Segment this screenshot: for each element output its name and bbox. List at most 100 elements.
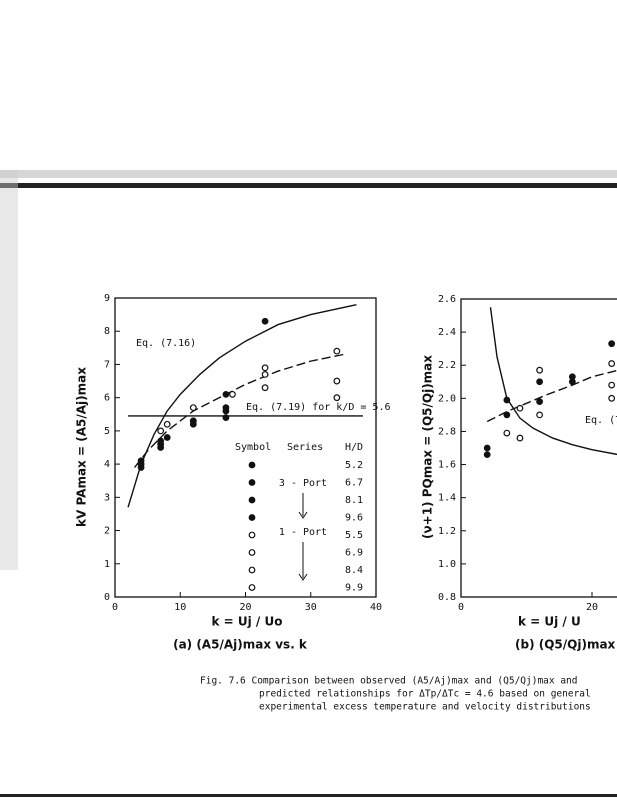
legend-group: 1 - Port bbox=[279, 527, 327, 538]
legend-label: 9.6 bbox=[345, 513, 363, 524]
data-point bbox=[608, 381, 616, 389]
y-tick-label: 9 bbox=[104, 293, 110, 304]
y-axis-label: (ν+1) PQmax = (Q5/Qj)max bbox=[421, 355, 435, 539]
data-point bbox=[536, 411, 543, 419]
chart-title: (a) (A5/Aj)max vs. k bbox=[173, 638, 308, 652]
annotation: Eq. (7.16) bbox=[136, 338, 196, 349]
data-point bbox=[536, 378, 543, 386]
legend-symbol bbox=[248, 566, 256, 574]
legend-arrow bbox=[298, 511, 308, 519]
legend-label: 8.4 bbox=[345, 565, 363, 576]
legend-label: 5.2 bbox=[345, 460, 363, 471]
data-point bbox=[261, 371, 269, 378]
y-tick-label: 2.2 bbox=[438, 360, 456, 371]
legend-symbol bbox=[248, 514, 256, 521]
data-point bbox=[189, 417, 197, 425]
legend-label: 9.9 bbox=[345, 583, 363, 594]
data-point bbox=[503, 396, 511, 404]
data-point bbox=[333, 347, 341, 355]
legend-label: 6.7 bbox=[345, 478, 363, 489]
x-tick-label: 30 bbox=[305, 602, 317, 613]
caption-line: experimental excess temperature and velo… bbox=[259, 702, 591, 713]
data-point bbox=[483, 444, 491, 452]
data-point bbox=[222, 407, 230, 415]
scan-rule bbox=[0, 794, 617, 797]
data-point bbox=[608, 340, 616, 348]
legend-symbol bbox=[248, 584, 256, 591]
legend-symbol bbox=[248, 531, 256, 539]
data-point bbox=[516, 404, 524, 412]
scan-band bbox=[0, 170, 617, 178]
x-tick-label: 20 bbox=[239, 602, 251, 613]
x-axis-label: k = Uj / U bbox=[518, 615, 581, 629]
legend-header: Symbol bbox=[235, 442, 271, 453]
x-tick-label: 20 bbox=[586, 602, 598, 613]
data-point bbox=[137, 460, 145, 468]
data-point bbox=[157, 427, 165, 435]
curve bbox=[134, 353, 344, 468]
legend-symbol bbox=[248, 549, 256, 556]
caption-line: Fig. 7.6 Comparison between observed (A5… bbox=[200, 676, 578, 687]
data-point bbox=[536, 398, 543, 406]
data-point bbox=[222, 390, 230, 398]
legend-arrow bbox=[298, 573, 308, 581]
legend-label: 6.9 bbox=[345, 548, 363, 559]
y-tick-label: 1.4 bbox=[438, 493, 456, 504]
data-point bbox=[483, 451, 491, 459]
y-tick-label: 2.8 bbox=[438, 426, 456, 437]
curve bbox=[127, 303, 357, 508]
data-point bbox=[261, 317, 269, 325]
curve bbox=[489, 307, 617, 456]
data-point bbox=[261, 364, 269, 372]
legend-header: Series bbox=[287, 442, 323, 453]
y-tick-label: 0.8 bbox=[438, 592, 456, 603]
data-point bbox=[163, 434, 171, 441]
y-tick-label: 4 bbox=[104, 459, 110, 470]
y-tick-label: 2.4 bbox=[438, 327, 456, 338]
y-tick-label: 5 bbox=[104, 426, 110, 437]
y-tick-label: 8 bbox=[104, 326, 110, 337]
y-tick-label: 1.0 bbox=[438, 559, 456, 570]
y-tick-label: 6 bbox=[104, 393, 110, 404]
legend-symbol bbox=[248, 479, 256, 486]
y-tick-label: 1.2 bbox=[438, 526, 456, 537]
data-point bbox=[516, 434, 524, 442]
y-tick-label: 2.6 bbox=[438, 294, 456, 305]
data-point bbox=[503, 411, 511, 419]
y-tick-label: 3 bbox=[104, 492, 110, 503]
annotation: Eq. (7.19) for k/D = 5.6 bbox=[246, 402, 391, 413]
y-tick-label: 1.6 bbox=[438, 460, 456, 471]
data-point bbox=[568, 378, 576, 386]
data-point bbox=[229, 390, 236, 398]
data-point bbox=[163, 420, 171, 428]
x-axis-label: k = Uj / Uo bbox=[212, 615, 283, 629]
data-point bbox=[503, 429, 511, 437]
data-point bbox=[222, 414, 230, 422]
y-tick-label: 0 bbox=[104, 592, 110, 603]
legend-symbol bbox=[248, 496, 256, 504]
data-point bbox=[536, 366, 543, 374]
x-tick-label: 0 bbox=[112, 602, 118, 613]
data-point bbox=[157, 437, 165, 445]
legend-symbol bbox=[248, 461, 256, 469]
legend-header: H/D bbox=[345, 442, 363, 453]
y-tick-label: 2.0 bbox=[438, 393, 456, 404]
chart-title: (b) (Q5/Qj)max bbox=[515, 638, 616, 652]
data-point bbox=[333, 394, 341, 402]
caption-line: predicted relationships for ΔTp/ΔTc = 4.… bbox=[259, 689, 591, 700]
y-axis-label: kV PAmax = (A5/Aj)max bbox=[75, 367, 89, 527]
data-point bbox=[261, 384, 269, 392]
legend-group: 3 - Port bbox=[279, 478, 327, 489]
x-tick-label: 40 bbox=[370, 602, 382, 613]
scan-rule bbox=[0, 183, 617, 188]
x-tick-label: 10 bbox=[174, 602, 186, 613]
data-point bbox=[333, 377, 341, 385]
x-tick-label: 0 bbox=[458, 602, 464, 613]
scan-edge bbox=[0, 170, 18, 570]
y-tick-label: 2 bbox=[104, 526, 110, 537]
data-point bbox=[608, 360, 616, 367]
legend-label: 8.1 bbox=[345, 495, 363, 506]
legend-label: 5.5 bbox=[345, 530, 363, 541]
